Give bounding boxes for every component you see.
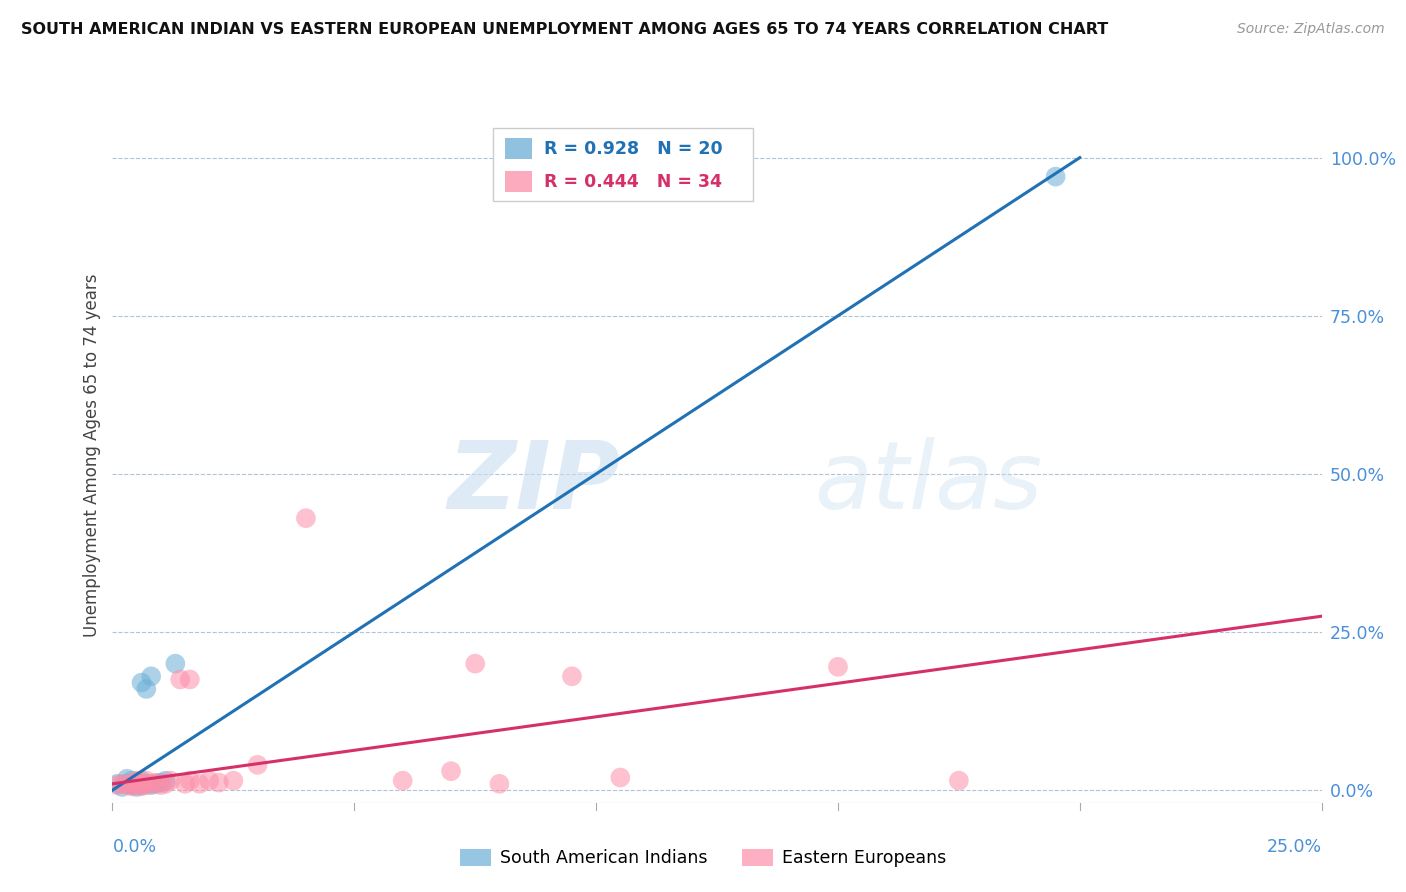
Point bbox=[115, 777, 138, 791]
Point bbox=[179, 773, 201, 788]
Point bbox=[135, 777, 157, 791]
Point bbox=[131, 675, 153, 690]
Point bbox=[188, 777, 211, 791]
Point bbox=[827, 660, 849, 674]
Point bbox=[179, 673, 201, 687]
Point bbox=[141, 778, 163, 792]
Point bbox=[222, 773, 245, 788]
Text: R = 0.444   N = 34: R = 0.444 N = 34 bbox=[544, 173, 723, 191]
Point bbox=[125, 778, 148, 792]
Point bbox=[125, 780, 148, 794]
Point bbox=[141, 777, 163, 791]
Text: atlas: atlas bbox=[814, 437, 1042, 528]
Point bbox=[105, 777, 128, 791]
Point bbox=[135, 681, 157, 696]
Point bbox=[121, 778, 143, 792]
Legend: South American Indians, Eastern Europeans: South American Indians, Eastern European… bbox=[453, 842, 953, 874]
Point bbox=[111, 780, 134, 794]
Text: SOUTH AMERICAN INDIAN VS EASTERN EUROPEAN UNEMPLOYMENT AMONG AGES 65 TO 74 YEARS: SOUTH AMERICAN INDIAN VS EASTERN EUROPEA… bbox=[21, 22, 1108, 37]
Point bbox=[131, 780, 153, 794]
FancyBboxPatch shape bbox=[506, 138, 531, 160]
Point bbox=[145, 777, 167, 791]
Point bbox=[165, 657, 187, 671]
Point bbox=[169, 673, 191, 687]
Point bbox=[948, 773, 970, 788]
Point bbox=[115, 772, 138, 786]
Text: R = 0.928   N = 20: R = 0.928 N = 20 bbox=[544, 140, 723, 158]
FancyBboxPatch shape bbox=[494, 128, 754, 201]
Point bbox=[155, 777, 177, 791]
Point bbox=[121, 773, 143, 788]
Point bbox=[246, 757, 269, 772]
Text: 0.0%: 0.0% bbox=[112, 838, 156, 855]
Point bbox=[121, 775, 143, 789]
Point bbox=[111, 777, 134, 791]
Point bbox=[149, 778, 172, 792]
Point bbox=[149, 775, 172, 789]
Point bbox=[440, 764, 463, 779]
Point bbox=[155, 773, 177, 788]
Point bbox=[145, 775, 167, 789]
Point bbox=[125, 773, 148, 788]
Point bbox=[141, 669, 163, 683]
Point bbox=[135, 778, 157, 792]
FancyBboxPatch shape bbox=[506, 171, 531, 192]
Text: Source: ZipAtlas.com: Source: ZipAtlas.com bbox=[1237, 22, 1385, 37]
Point bbox=[295, 511, 318, 525]
Point bbox=[125, 775, 148, 789]
Y-axis label: Unemployment Among Ages 65 to 74 years: Unemployment Among Ages 65 to 74 years bbox=[83, 273, 101, 637]
Text: 25.0%: 25.0% bbox=[1267, 838, 1322, 855]
Point bbox=[121, 780, 143, 794]
Point bbox=[115, 778, 138, 792]
Point bbox=[159, 773, 181, 788]
Point bbox=[464, 657, 486, 671]
Point bbox=[391, 773, 413, 788]
Point bbox=[105, 778, 128, 792]
Point bbox=[174, 777, 197, 791]
Point bbox=[198, 773, 221, 788]
Point bbox=[135, 773, 157, 788]
Point bbox=[131, 777, 153, 791]
Point bbox=[488, 777, 510, 791]
Point bbox=[208, 775, 231, 789]
Point bbox=[131, 778, 153, 792]
Point bbox=[609, 771, 631, 785]
Point bbox=[561, 669, 583, 683]
Text: ZIP: ZIP bbox=[447, 437, 620, 529]
Point bbox=[131, 773, 153, 788]
Point bbox=[1045, 169, 1067, 184]
